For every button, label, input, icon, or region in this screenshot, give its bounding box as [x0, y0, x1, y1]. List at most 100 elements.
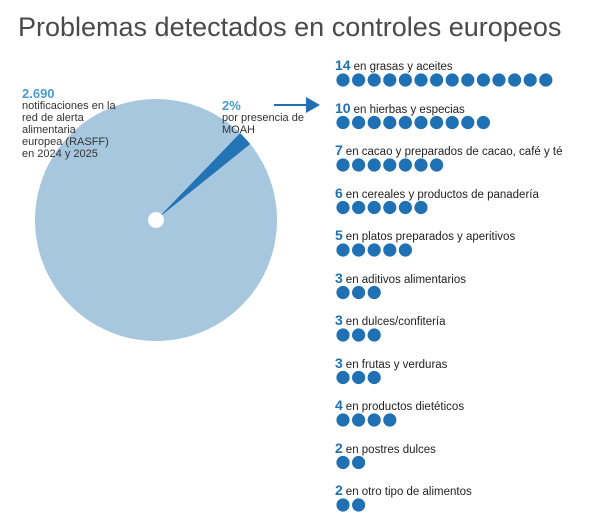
dot [352, 285, 366, 300]
count-label: 2 [335, 439, 343, 456]
category-label: en grasas y aceites [353, 61, 453, 73]
row-label: 14 en grasas y aceites [335, 57, 453, 73]
count-label: 14 [335, 57, 351, 73]
row-label: 3 en dulces/confitería [335, 312, 446, 328]
row-label: 2 en postres dulces [335, 440, 436, 456]
dot [398, 115, 412, 130]
total-note: 2.690 notificaciones en la red de alerta… [22, 86, 117, 160]
category-label: en hierbas y especias [353, 103, 465, 116]
dot-row [336, 243, 412, 257]
count-label: 4 [335, 397, 343, 413]
category-label: en aditivos alimentarios [345, 273, 466, 286]
dot [461, 73, 475, 87]
dot [336, 158, 350, 172]
dot [539, 73, 553, 87]
dot [336, 200, 350, 215]
count-label: 3 [335, 269, 343, 286]
dot [352, 243, 366, 257]
dot-row [336, 455, 366, 470]
dot [336, 413, 350, 427]
row-label: 3 en frutas y verduras [335, 355, 447, 371]
dot [336, 455, 350, 470]
dot [367, 115, 381, 130]
dot [352, 328, 366, 342]
dot [383, 243, 397, 257]
dot [352, 370, 366, 385]
dot [367, 370, 381, 385]
total-label: 2.690 [22, 86, 55, 101]
dot-row [336, 498, 366, 512]
dot-row [336, 413, 397, 427]
dot [445, 73, 459, 87]
dot [367, 243, 381, 257]
dot [367, 285, 381, 300]
dot [492, 73, 506, 87]
count-label: 10 [335, 99, 351, 116]
dot [476, 73, 490, 87]
row-label: 10 en hierbas y especias [335, 100, 465, 116]
slice-value-label: 2% [222, 98, 241, 113]
slice-note: 2% por presencia de MOAH [222, 98, 307, 136]
dot [414, 115, 428, 130]
pie-slice [156, 132, 251, 220]
dot [367, 413, 381, 427]
category-label: en otro tipo de alimentos [345, 486, 472, 498]
dot [383, 200, 397, 215]
count-label: 7 [335, 142, 343, 158]
dot [414, 158, 428, 172]
dot [398, 158, 412, 172]
dot-row [336, 73, 553, 87]
dot-row [336, 285, 381, 300]
dot-row [336, 370, 381, 385]
row-label: 3 en aditivos alimentarios [335, 270, 466, 286]
dot [430, 158, 444, 172]
category-label: en dulces/confitería [345, 316, 446, 328]
dot [383, 158, 397, 172]
dot [367, 328, 381, 342]
dot [352, 498, 366, 512]
category-label: en cacao y preparados de cacao, café y t… [345, 146, 563, 158]
slice-label: por presencia de MOAH [222, 112, 304, 136]
dot-row [336, 158, 444, 172]
dot [398, 200, 412, 215]
dot [352, 73, 366, 87]
category-label: en productos dietéticos [345, 401, 465, 413]
category-label: en frutas y verduras [345, 358, 448, 371]
dot [336, 285, 350, 300]
dot [461, 115, 475, 130]
dot [336, 243, 350, 257]
pie-hole [148, 212, 164, 228]
dot-row [336, 115, 490, 130]
count-label: 2 [335, 482, 343, 498]
row-label: 5 en platos preparados y aperitivos [335, 227, 515, 243]
dot [430, 115, 444, 130]
dot [430, 73, 444, 87]
dot [445, 115, 459, 130]
dot [367, 158, 381, 172]
row-label: 4 en productos dietéticos [335, 397, 464, 413]
dot [398, 73, 412, 87]
dot [414, 73, 428, 87]
row-label: 7 en cacao y preparados de cacao, café y … [335, 142, 563, 158]
dot [523, 73, 537, 87]
category-label: en cereales y productos de panadería [345, 188, 539, 201]
dot [352, 455, 366, 470]
dot [383, 115, 397, 130]
title: Problemas detectados en controles europe… [18, 12, 562, 42]
dot [336, 370, 350, 385]
dot [367, 200, 381, 215]
dot [398, 243, 412, 257]
dot [352, 115, 366, 130]
row-label: 2 en otro tipo de alimentos [335, 482, 472, 498]
dot [476, 115, 490, 130]
row-label: 6 en cereales y productos de panadería [335, 185, 539, 201]
dot [336, 328, 350, 342]
dot-row [336, 200, 428, 215]
dot [336, 73, 350, 87]
dot [336, 498, 350, 512]
count-label: 3 [335, 354, 343, 371]
dot [383, 413, 397, 427]
count-label: 5 [335, 227, 343, 243]
